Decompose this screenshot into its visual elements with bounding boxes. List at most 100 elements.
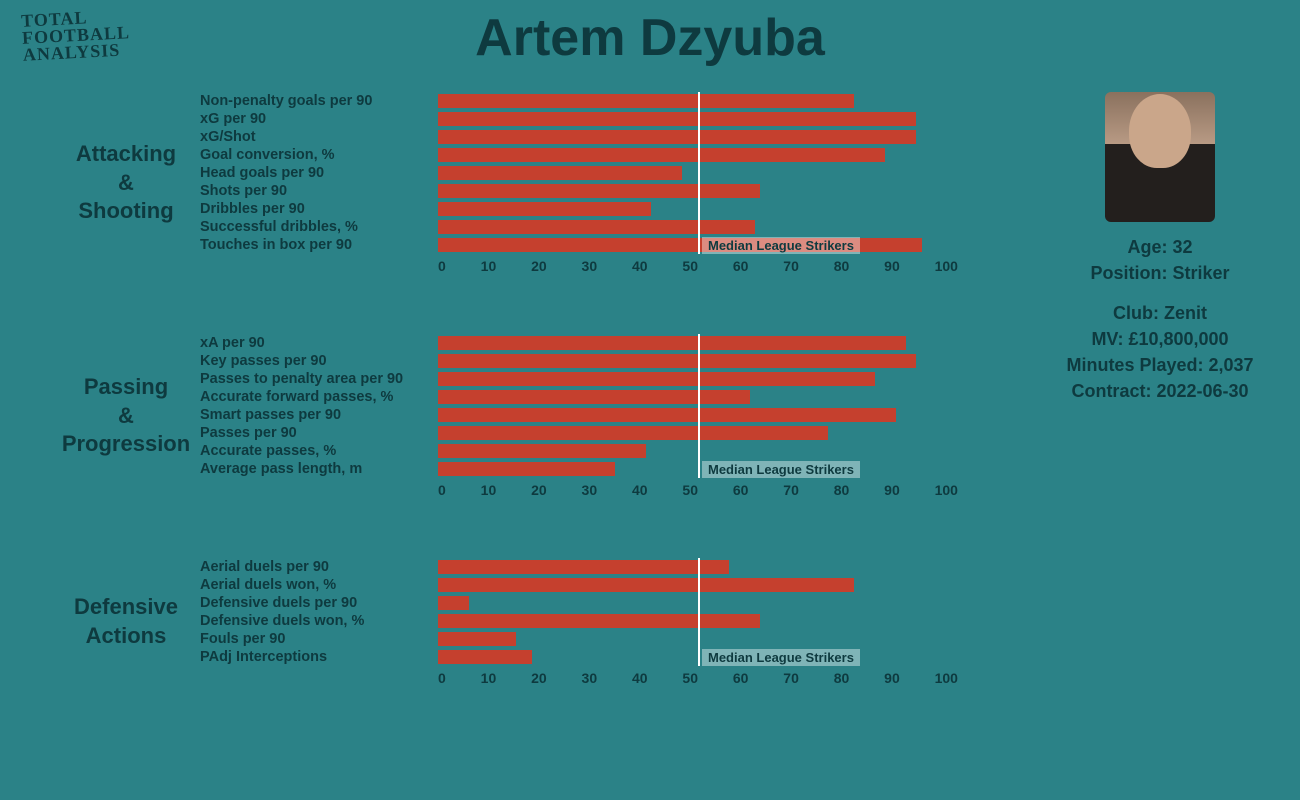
metric-label: Passes per 90 [200,425,438,441]
metric-row: Goal conversion, % [200,146,958,164]
x-tick: 100 [935,482,958,498]
x-tick: 100 [935,258,958,274]
x-tick: 60 [733,258,749,274]
player-avatar [1105,92,1215,222]
player-contract: Contract: 2022-06-30 [1050,378,1270,404]
metric-label: Fouls per 90 [200,631,438,647]
x-axis: 0102030405060708090100 [438,482,958,498]
median-label: Median League Strikers [702,461,860,478]
metric-row: xA per 90 [200,334,958,352]
metric-label: Aerial duels per 90 [200,559,438,575]
x-tick: 20 [531,670,547,686]
x-tick: 30 [582,670,598,686]
metric-label: Passes to penalty area per 90 [200,371,438,387]
x-tick: 0 [438,482,446,498]
metric-row: Passes to penalty area per 90 [200,370,958,388]
metric-label: Goal conversion, % [200,147,438,163]
x-tick: 80 [834,482,850,498]
section-title: DefensiveActions [60,593,200,650]
player-mv: MV: £10,800,000 [1050,326,1270,352]
bar-fill [438,426,828,440]
metric-row: Smart passes per 90 [200,406,958,424]
x-tick: 60 [733,670,749,686]
x-tick: 30 [582,258,598,274]
metric-label: Smart passes per 90 [200,407,438,423]
x-tick: 70 [783,670,799,686]
metric-label: Defensive duels won, % [200,613,438,629]
x-tick: 0 [438,670,446,686]
x-axis: 0102030405060708090100 [438,258,958,274]
metric-label: xG per 90 [200,111,438,127]
bar-fill [438,560,729,574]
metric-row: xG per 90 [200,110,958,128]
x-axis: 0102030405060708090100 [438,670,958,686]
x-tick: 10 [481,670,497,686]
metric-row: Key passes per 90 [200,352,958,370]
section-rows: xA per 90Key passes per 90 Passes to pena… [200,334,958,498]
metric-label: Head goals per 90 [200,165,438,181]
metric-label: Accurate forward passes, % [200,389,438,405]
x-tick: 60 [733,482,749,498]
bar-fill [438,336,906,350]
x-tick: 90 [884,258,900,274]
player-age: Age: 32 [1050,234,1270,260]
metric-label: Shots per 90 [200,183,438,199]
player-info-panel: Age: 32 Position: Striker Club: Zenit MV… [1050,80,1270,405]
median-line [698,92,700,254]
bar-fill [438,614,760,628]
metric-row: Passes per 90 [200,424,958,442]
x-tick: 10 [481,258,497,274]
metric-label: Touches in box per 90 [200,237,438,253]
metric-row: xG/Shot [200,128,958,146]
bar-fill [438,112,916,126]
x-tick: 50 [682,482,698,498]
metric-row: Fouls per 90 [200,630,958,648]
metric-row: Successful dribbles, % [200,218,958,236]
metric-row: Head goals per 90 [200,164,958,182]
page-title: Artem Dzyuba [0,8,1300,68]
x-tick: 70 [783,482,799,498]
median-line [698,558,700,666]
bar-fill [438,596,469,610]
metric-label: Successful dribbles, % [200,219,438,235]
bar-fill [438,166,682,180]
player-club: Club: Zenit [1050,300,1270,326]
bar-fill [438,202,651,216]
section-title: Passing&Progression [60,373,200,459]
x-tick: 20 [531,258,547,274]
metric-row: Dribbles per 90 [200,200,958,218]
section-rows: Aerial duels per 90Aerial duels won, %De… [200,558,958,686]
x-tick: 100 [935,670,958,686]
metric-row: Defensive duels won, % [200,612,958,630]
metric-label: Key passes per 90 [200,353,438,369]
metric-row: Accurate passes, % [200,442,958,460]
metric-row: Aerial duels per 90 [200,558,958,576]
metric-label: Defensive duels per 90 [200,595,438,611]
x-tick: 50 [682,670,698,686]
bar-fill [438,354,916,368]
median-label: Median League Strikers [702,237,860,254]
x-tick: 30 [582,482,598,498]
bar-fill [438,650,532,664]
x-tick: 10 [481,482,497,498]
metric-row: Defensive duels per 90 [200,594,958,612]
player-position: Position: Striker [1050,260,1270,286]
metric-label: PAdj Interceptions [200,649,438,665]
bar-fill [438,444,646,458]
chart-section: Passing&ProgressionxA per 90Key passes p… [60,334,1020,498]
x-tick: 80 [834,258,850,274]
metric-row: Non-penalty goals per 90 [200,92,958,110]
bar-fill [438,148,885,162]
x-tick: 80 [834,670,850,686]
bar-fill [438,220,755,234]
x-tick: 90 [884,482,900,498]
bar-fill [438,462,615,476]
metric-label: Non-penalty goals per 90 [200,93,438,109]
charts-container: Attacking&ShootingNon-penalty goals per … [60,92,1020,746]
x-tick: 50 [682,258,698,274]
x-tick: 90 [884,670,900,686]
bar-fill [438,372,875,386]
chart-section: Attacking&ShootingNon-penalty goals per … [60,92,1020,274]
x-tick: 70 [783,258,799,274]
bar-fill [438,94,854,108]
